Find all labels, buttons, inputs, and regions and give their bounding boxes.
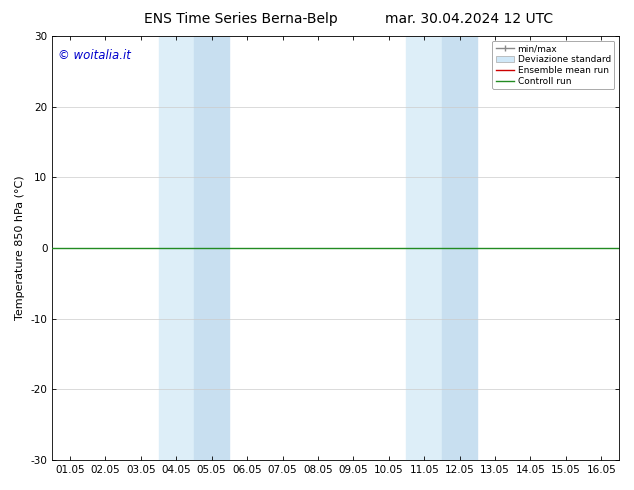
Bar [158, 36, 194, 460]
Y-axis label: Temperature 850 hPa (°C): Temperature 850 hPa (°C) [15, 176, 25, 320]
Legend: min/max, Deviazione standard, Ensemble mean run, Controll run: min/max, Deviazione standard, Ensemble m… [493, 41, 614, 89]
Text: ENS Time Series Berna-Belp: ENS Time Series Berna-Belp [144, 12, 338, 26]
Text: mar. 30.04.2024 12 UTC: mar. 30.04.2024 12 UTC [385, 12, 553, 26]
Bar [406, 36, 442, 460]
Text: © woitalia.it: © woitalia.it [58, 49, 131, 62]
Bar [194, 36, 230, 460]
Bar [442, 36, 477, 460]
